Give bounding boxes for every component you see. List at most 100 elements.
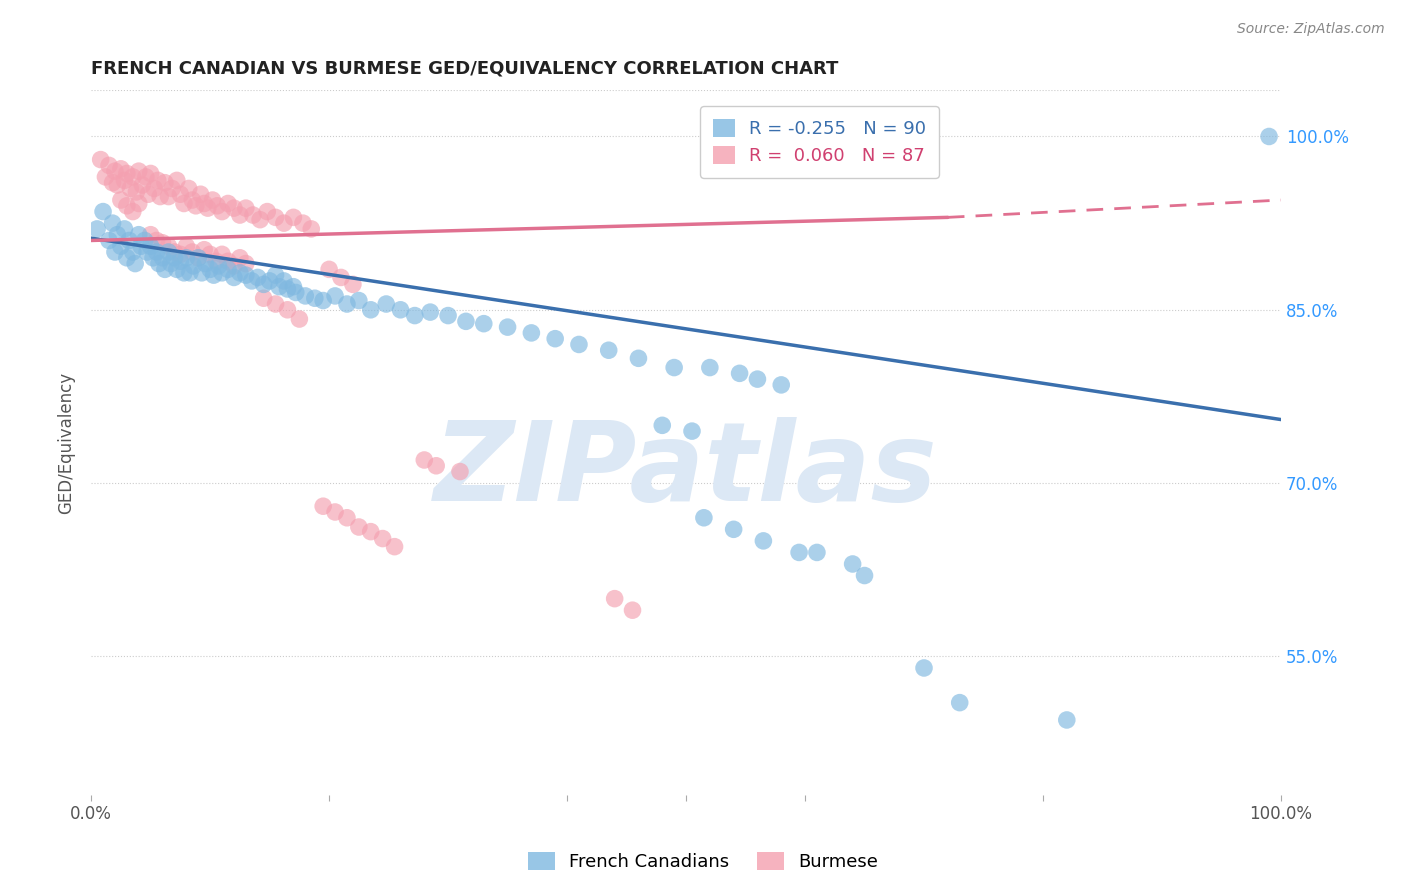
Point	[104, 245, 127, 260]
Point	[128, 164, 150, 178]
Point	[217, 196, 239, 211]
Point	[912, 661, 935, 675]
Point	[101, 216, 124, 230]
Point	[229, 266, 252, 280]
Point	[273, 274, 295, 288]
Point	[472, 317, 495, 331]
Point	[347, 520, 370, 534]
Point	[273, 216, 295, 230]
Point	[211, 266, 233, 280]
Point	[139, 227, 162, 242]
Point	[110, 193, 132, 207]
Point	[242, 208, 264, 222]
Point	[229, 251, 252, 265]
Point	[110, 161, 132, 176]
Point	[160, 181, 183, 195]
Point	[145, 245, 167, 260]
Point	[207, 259, 229, 273]
Point	[371, 532, 394, 546]
Point	[253, 277, 276, 292]
Point	[105, 227, 128, 242]
Point	[256, 204, 278, 219]
Point	[375, 297, 398, 311]
Point	[191, 266, 214, 280]
Point	[98, 158, 121, 172]
Point	[149, 189, 172, 203]
Point	[110, 239, 132, 253]
Point	[205, 254, 228, 268]
Point	[336, 510, 359, 524]
Point	[181, 245, 204, 260]
Point	[681, 424, 703, 438]
Point	[146, 173, 169, 187]
Point	[841, 557, 863, 571]
Point	[651, 418, 673, 433]
Point	[193, 243, 215, 257]
Point	[217, 254, 239, 268]
Point	[157, 239, 180, 253]
Point	[384, 540, 406, 554]
Point	[222, 201, 245, 215]
Point	[389, 302, 412, 317]
Point	[264, 268, 287, 282]
Point	[121, 245, 143, 260]
Text: Source: ZipAtlas.com: Source: ZipAtlas.com	[1237, 22, 1385, 37]
Point	[304, 291, 326, 305]
Point	[347, 293, 370, 308]
Point	[323, 505, 346, 519]
Point	[104, 164, 127, 178]
Point	[145, 234, 167, 248]
Point	[177, 181, 200, 195]
Point	[139, 239, 162, 253]
Point	[217, 262, 239, 277]
Y-axis label: GED/Equivalency: GED/Equivalency	[58, 372, 75, 514]
Point	[283, 211, 305, 225]
Point	[294, 289, 316, 303]
Point	[299, 222, 322, 236]
Point	[787, 545, 810, 559]
Point	[425, 458, 447, 473]
Point	[496, 320, 519, 334]
Point	[283, 279, 305, 293]
Point	[157, 189, 180, 203]
Point	[86, 222, 108, 236]
Text: FRENCH CANADIAN VS BURMESE GED/EQUIVALENCY CORRELATION CHART: FRENCH CANADIAN VS BURMESE GED/EQUIVALEN…	[91, 60, 838, 78]
Point	[125, 185, 148, 199]
Point	[181, 193, 204, 207]
Point	[201, 193, 224, 207]
Point	[194, 256, 217, 270]
Point	[770, 377, 793, 392]
Point	[222, 259, 245, 273]
Point	[202, 268, 225, 282]
Point	[148, 256, 170, 270]
Point	[190, 187, 212, 202]
Point	[173, 266, 195, 280]
Point	[105, 178, 128, 192]
Point	[621, 603, 644, 617]
Point	[163, 245, 186, 260]
Point	[115, 251, 138, 265]
Point	[520, 326, 543, 340]
Point	[160, 256, 183, 270]
Point	[166, 173, 188, 187]
Point	[662, 360, 685, 375]
Point	[1258, 129, 1281, 144]
Point	[169, 254, 191, 268]
Point	[284, 285, 307, 300]
Point	[139, 166, 162, 180]
Point	[449, 465, 471, 479]
Point	[699, 360, 721, 375]
Point	[544, 332, 567, 346]
Point	[163, 251, 186, 265]
Point	[207, 199, 229, 213]
Point	[291, 216, 314, 230]
Point	[249, 212, 271, 227]
Point	[121, 204, 143, 219]
Point	[197, 201, 219, 215]
Point	[264, 297, 287, 311]
Point	[211, 204, 233, 219]
Point	[853, 568, 876, 582]
Point	[101, 176, 124, 190]
Point	[235, 256, 257, 270]
Point	[115, 166, 138, 180]
